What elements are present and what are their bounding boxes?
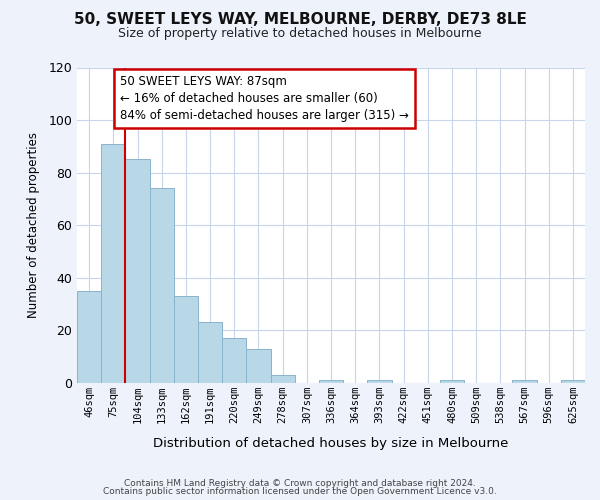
Bar (101, 144, 125, 383)
Text: Contains public sector information licensed under the Open Government Licence v3: Contains public sector information licen… (103, 487, 497, 496)
Bar (222, 338, 247, 383)
Bar (149, 188, 174, 383)
Bar (174, 296, 198, 383)
Bar (319, 380, 343, 383)
Bar (125, 160, 149, 383)
Bar (271, 375, 295, 383)
Text: Contains HM Land Registry data © Crown copyright and database right 2024.: Contains HM Land Registry data © Crown c… (124, 478, 476, 488)
Bar (561, 380, 585, 383)
Text: 50, SWEET LEYS WAY, MELBOURNE, DERBY, DE73 8LE: 50, SWEET LEYS WAY, MELBOURNE, DERBY, DE… (74, 12, 526, 28)
X-axis label: Distribution of detached houses by size in Melbourne: Distribution of detached houses by size … (154, 437, 509, 450)
Bar (440, 380, 464, 383)
Text: 50 SWEET LEYS WAY: 87sqm
← 16% of detached houses are smaller (60)
84% of semi-d: 50 SWEET LEYS WAY: 87sqm ← 16% of detach… (120, 76, 409, 122)
Text: Size of property relative to detached houses in Melbourne: Size of property relative to detached ho… (118, 28, 482, 40)
Bar (247, 348, 271, 383)
Y-axis label: Number of detached properties: Number of detached properties (27, 132, 40, 318)
Bar (198, 322, 222, 383)
Bar (77, 291, 101, 383)
Bar (367, 380, 392, 383)
Bar (512, 380, 536, 383)
